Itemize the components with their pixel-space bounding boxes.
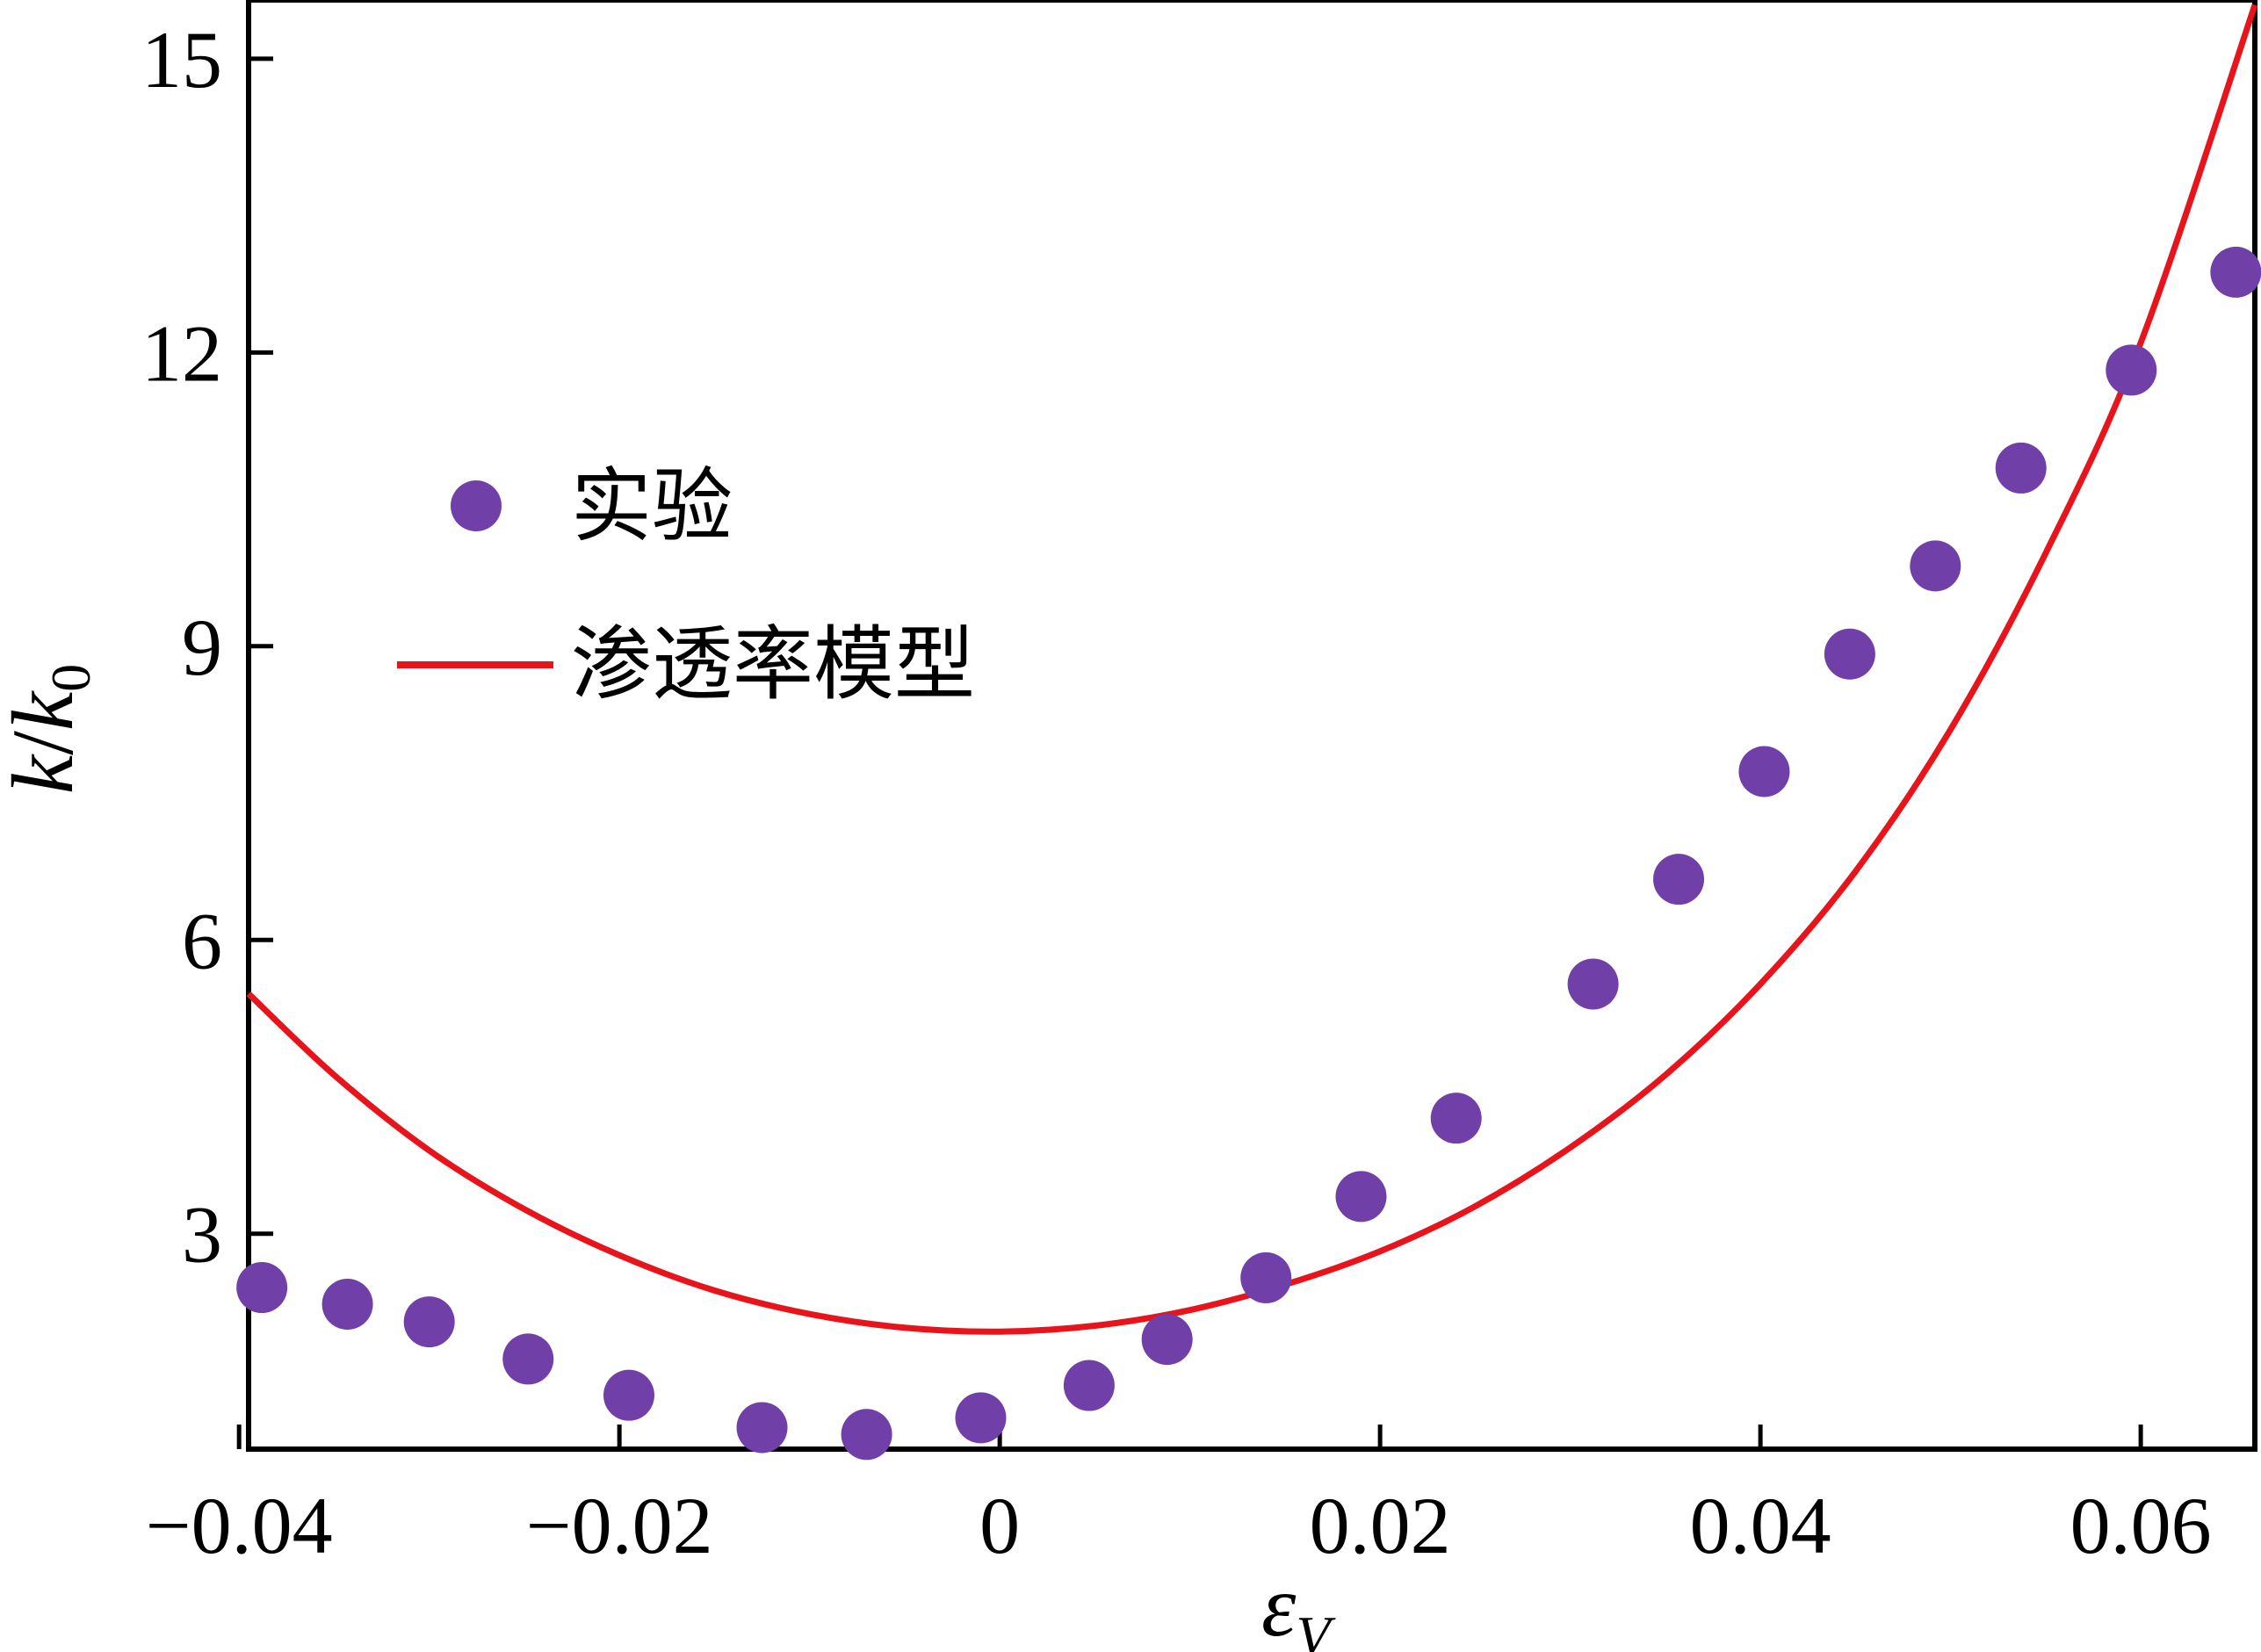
data-point xyxy=(955,1392,1007,1444)
x-tick-label: 0.06 xyxy=(2070,1481,2212,1570)
data-point xyxy=(1335,1171,1387,1223)
data-point xyxy=(2106,344,2157,396)
y-tick-label: 12 xyxy=(141,308,222,398)
data-point xyxy=(1910,540,1961,592)
data-point xyxy=(1240,1252,1292,1303)
data-point xyxy=(236,1262,288,1314)
y-tick-label: 6 xyxy=(182,896,222,985)
y-tick-label: 9 xyxy=(182,602,222,692)
x-tick-label: 0.04 xyxy=(1690,1481,1831,1570)
data-point xyxy=(321,1279,373,1330)
x-axis-ticks: −0.04 −0.02 0 0.02 0.04 0.06 xyxy=(146,1425,2212,1570)
data-point xyxy=(841,1409,892,1461)
experiment-points-layer xyxy=(236,246,2261,1461)
x-tick-label: 0.02 xyxy=(1310,1481,1451,1570)
x-axis-title: εV xyxy=(1261,1557,1336,1652)
data-point xyxy=(1653,854,1705,905)
y-tick-label: 3 xyxy=(182,1190,222,1280)
data-point xyxy=(1063,1360,1115,1411)
data-point xyxy=(1141,1314,1193,1366)
model-curve-layer xyxy=(246,4,2258,1335)
data-point xyxy=(1430,1093,1482,1144)
data-point xyxy=(736,1402,788,1454)
y-axis-ticks: 3 6 9 12 15 xyxy=(141,15,273,1280)
legend-label-experiment: 实验 xyxy=(571,459,733,553)
data-point xyxy=(1824,628,1875,680)
data-point xyxy=(1995,442,2047,494)
data-point xyxy=(603,1369,654,1421)
model-curve xyxy=(246,4,2258,1335)
data-point xyxy=(2210,246,2261,298)
x-tick-label: 0 xyxy=(979,1481,1020,1570)
legend-label-model: 渗透率模型 xyxy=(571,617,975,711)
legend-marker-experiment xyxy=(451,480,502,531)
legend: 实验 渗透率模型 xyxy=(397,459,975,711)
x-tick-label: −0.04 xyxy=(146,1481,333,1570)
x-tick-label: −0.02 xyxy=(526,1481,713,1570)
y-axis-title: k/k0 xyxy=(0,664,102,795)
y-tick-label: 15 xyxy=(141,15,222,105)
plot-frame xyxy=(246,0,2257,1452)
data-point xyxy=(1567,958,1619,1010)
data-point xyxy=(1738,746,1790,797)
data-point xyxy=(502,1333,554,1385)
data-point xyxy=(403,1296,455,1348)
